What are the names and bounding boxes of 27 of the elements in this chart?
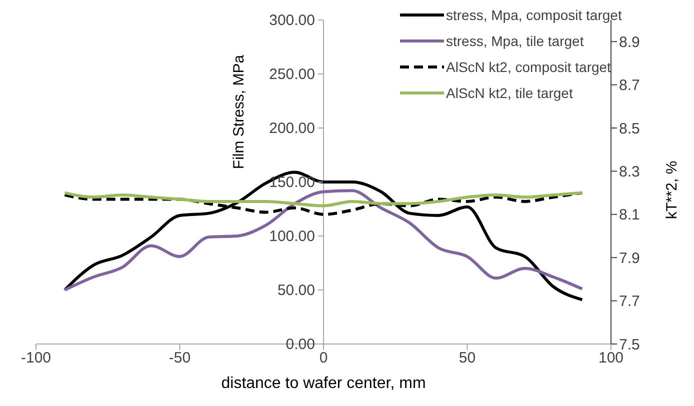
y-axis-title: Film Stress, MPa: [230, 54, 248, 170]
y2-tick-label: 8.1: [619, 206, 640, 224]
y-tick-label: 200.00: [269, 120, 315, 137]
y-tick-label: 250.00: [269, 66, 315, 83]
x-axis-title: distance to wafer center, mm: [221, 375, 426, 392]
y-tick-label: 100.00: [269, 228, 315, 245]
y-tick-label: 150.00: [269, 174, 315, 191]
x-tick-label: 0: [319, 350, 328, 367]
y-tick-label: 0.00: [286, 336, 315, 353]
legend-label: AlScN kt2, composit target: [446, 59, 611, 75]
y2-tick-label: 7.7: [619, 293, 640, 310]
y-tick-label: 300.00: [269, 12, 315, 29]
x-tick-label: -50: [168, 350, 191, 367]
y2-tick-label: 8.9: [619, 34, 640, 51]
x-tick-label: -100: [20, 350, 52, 367]
legend-label: stress, Mpa, composit target: [446, 7, 622, 23]
y2-axis-title: kT**2, %: [664, 160, 680, 220]
legend-label: stress, Mpa, tile target: [446, 33, 584, 49]
line-series: [63, 191, 584, 208]
legend-label: AlScN kt2, tile target: [446, 85, 573, 101]
y2-tick-label: 8.5: [619, 120, 640, 138]
x-tick-label: 50: [458, 350, 476, 367]
y2-tick-label: 8.7: [619, 77, 640, 94]
line-series: [63, 170, 584, 302]
y-tick-label: 50.00: [277, 282, 315, 299]
y2-tick-label: 7.9: [619, 250, 640, 267]
y2-tick-label: 8.3: [619, 164, 640, 181]
